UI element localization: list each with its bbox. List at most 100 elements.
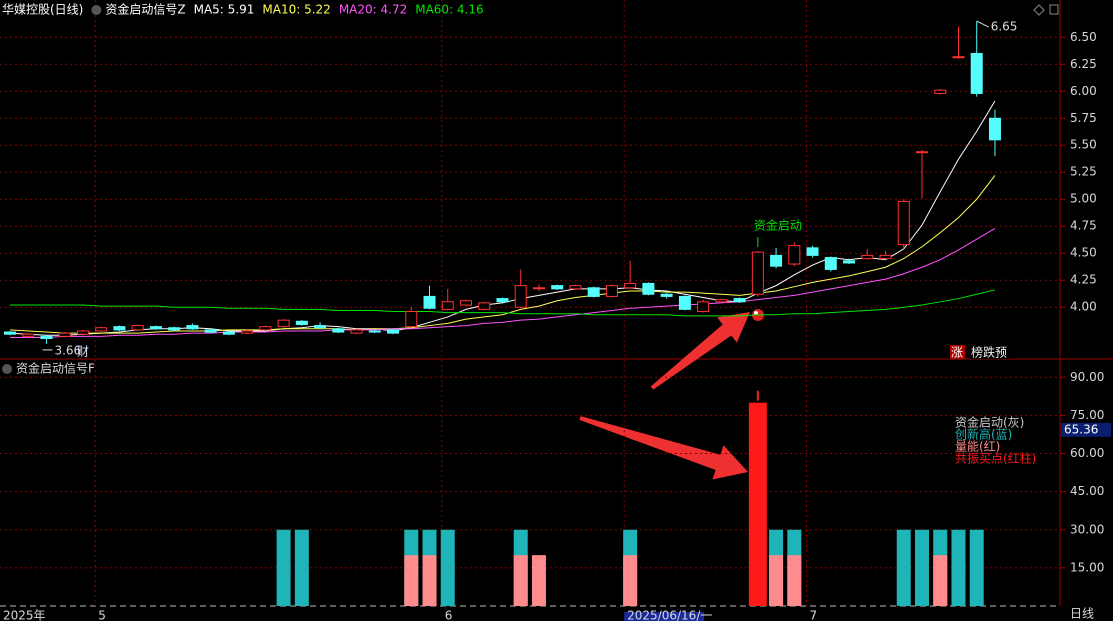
candle-body	[368, 330, 381, 333]
candle-body	[770, 254, 783, 267]
candle-body	[295, 320, 308, 325]
y-tick-label: 6.25	[1070, 57, 1097, 71]
y-tick-label: 45.00	[1070, 484, 1104, 498]
x-tick-label: 5	[98, 609, 106, 621]
candle-body	[551, 285, 564, 290]
candle-body	[4, 331, 16, 335]
bar	[787, 555, 802, 606]
cursor-date-box	[624, 612, 705, 621]
candle-body	[22, 333, 35, 337]
candle-body	[642, 282, 655, 295]
candle-body	[532, 287, 545, 290]
y-tick-label: 75.00	[1070, 408, 1104, 422]
legend-entry: MA5: 5.91	[194, 3, 255, 17]
high-label: 6.65	[991, 20, 1018, 34]
candle-body	[405, 311, 418, 328]
candle-body	[423, 295, 436, 309]
current-value-box	[1061, 422, 1111, 437]
bar	[422, 555, 437, 606]
badge-bg	[970, 345, 1010, 359]
y-tick-label: 4.00	[1070, 300, 1097, 314]
legend-entry: MA60: 4.16	[415, 3, 483, 17]
diamond-icon[interactable]	[1033, 4, 1045, 16]
candle-body	[861, 254, 874, 260]
bar	[404, 555, 419, 606]
dropdown-icon[interactable]	[91, 5, 102, 15]
legend-entry: 量能(红)	[955, 439, 1000, 454]
indicator-name: 资金启动信号F	[16, 361, 95, 376]
candle-body	[843, 260, 856, 264]
dropdown-icon[interactable]	[2, 364, 12, 374]
y-tick-label: 4.50	[1070, 246, 1097, 260]
current-value-label: 65.36	[1064, 422, 1098, 436]
y-tick-label: 60.00	[1070, 446, 1104, 460]
candle-body	[733, 298, 746, 303]
y-tick-label: 5.00	[1070, 192, 1097, 206]
candle-body	[222, 331, 235, 335]
candle-body	[95, 327, 108, 332]
candle-body	[624, 282, 637, 289]
candle-body	[988, 117, 1001, 141]
candle-body	[970, 52, 983, 94]
candle-body	[40, 335, 53, 340]
candle-body	[934, 89, 947, 94]
candle-body	[660, 293, 673, 297]
candle-body	[478, 302, 491, 310]
candle-body	[314, 325, 327, 329]
candle-body	[259, 326, 272, 331]
candle-body	[131, 325, 144, 331]
legend-entry: 创新高(蓝)	[955, 427, 1012, 442]
low-label: 3.66	[54, 343, 81, 357]
candle-body	[460, 300, 472, 306]
legend-entry: MA20: 4.72	[339, 3, 407, 17]
y-tick-label: 4.25	[1070, 273, 1097, 287]
stock-title: 华媒控股(日线)	[2, 3, 83, 17]
candle-body	[204, 329, 217, 333]
candle-body	[715, 299, 728, 303]
bar	[951, 529, 966, 606]
bar	[623, 555, 638, 606]
bar	[748, 402, 767, 606]
window-icon[interactable]	[1049, 4, 1059, 15]
y-tick-label: 5.75	[1070, 111, 1097, 125]
bar	[969, 529, 984, 606]
indicator-name: 资金启动信号Z	[105, 2, 185, 17]
candle-body	[678, 295, 691, 310]
y-tick-label: 30.00	[1070, 522, 1104, 536]
legend-entry: 共振买点(红柱)	[955, 451, 1036, 466]
event-marker: 财	[77, 345, 89, 359]
badge: 涨	[951, 345, 963, 360]
candle-body	[806, 247, 819, 256]
candle-body	[569, 285, 582, 290]
candle-body	[113, 326, 126, 331]
moving-average-line	[10, 289, 996, 317]
candle-body	[788, 245, 801, 265]
candle-body	[332, 328, 345, 333]
x-tick-label: 2025年	[3, 609, 46, 621]
candle-body	[496, 298, 509, 303]
moving-average-line	[10, 227, 996, 338]
moving-average-line	[9, 175, 996, 334]
candle-body	[277, 319, 290, 328]
bar	[513, 555, 528, 606]
candle-body	[824, 257, 837, 270]
y-tick-label: 5.25	[1070, 165, 1097, 179]
candle-body	[168, 327, 181, 331]
signal-ball-shine	[754, 311, 758, 315]
bar	[896, 529, 911, 606]
candle-body	[916, 151, 928, 154]
y-tick-label: 6.00	[1070, 84, 1097, 98]
bar	[915, 529, 929, 606]
x-tick-label: 2025/06/16/一	[627, 609, 712, 621]
arrow	[579, 416, 748, 480]
candle-body	[587, 287, 600, 297]
bar	[769, 555, 784, 606]
bar	[933, 555, 948, 606]
bar	[440, 529, 455, 606]
bar	[276, 529, 291, 606]
candle-body	[387, 329, 400, 334]
legend-entry: MA10: 5.22	[262, 3, 330, 17]
badge: 榜跌预	[971, 345, 1007, 360]
candle-body	[350, 329, 363, 334]
